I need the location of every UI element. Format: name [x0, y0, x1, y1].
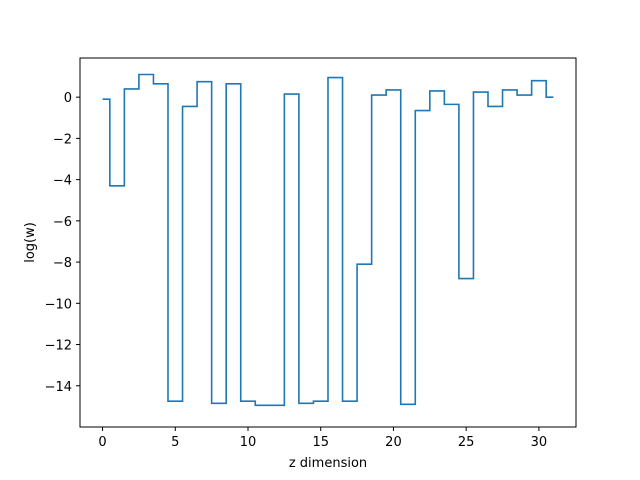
y-tick-label: −8	[53, 256, 72, 271]
plot-area	[102, 73, 554, 407]
y-tick-label: −10	[45, 297, 72, 312]
x-axis: 0 5 10 15 20 25 30	[98, 427, 547, 450]
x-axis-label: z dimension	[289, 456, 367, 471]
x-tick-label: 20	[385, 435, 402, 450]
y-tick-label: −6	[53, 215, 72, 230]
y-axis: 0 −2 −4 −6 −8 −10 −12 −14	[45, 91, 80, 395]
y-tick-label: −12	[45, 339, 72, 354]
axes-frame	[79, 57, 577, 428]
series-line	[102, 73, 554, 407]
y-tick-label: −14	[45, 380, 72, 395]
x-tick-label: 25	[458, 435, 475, 450]
x-tick-label: 0	[98, 435, 106, 450]
y-tick-label: −2	[53, 132, 72, 147]
x-tick-label: 10	[240, 435, 257, 450]
y-tick-label: 0	[64, 91, 72, 106]
y-axis-label: log(w)	[23, 222, 38, 263]
x-tick-label: 15	[312, 435, 329, 450]
x-tick-label: 5	[171, 435, 179, 450]
y-tick-label: −4	[53, 174, 72, 189]
x-tick-label: 30	[531, 435, 548, 450]
